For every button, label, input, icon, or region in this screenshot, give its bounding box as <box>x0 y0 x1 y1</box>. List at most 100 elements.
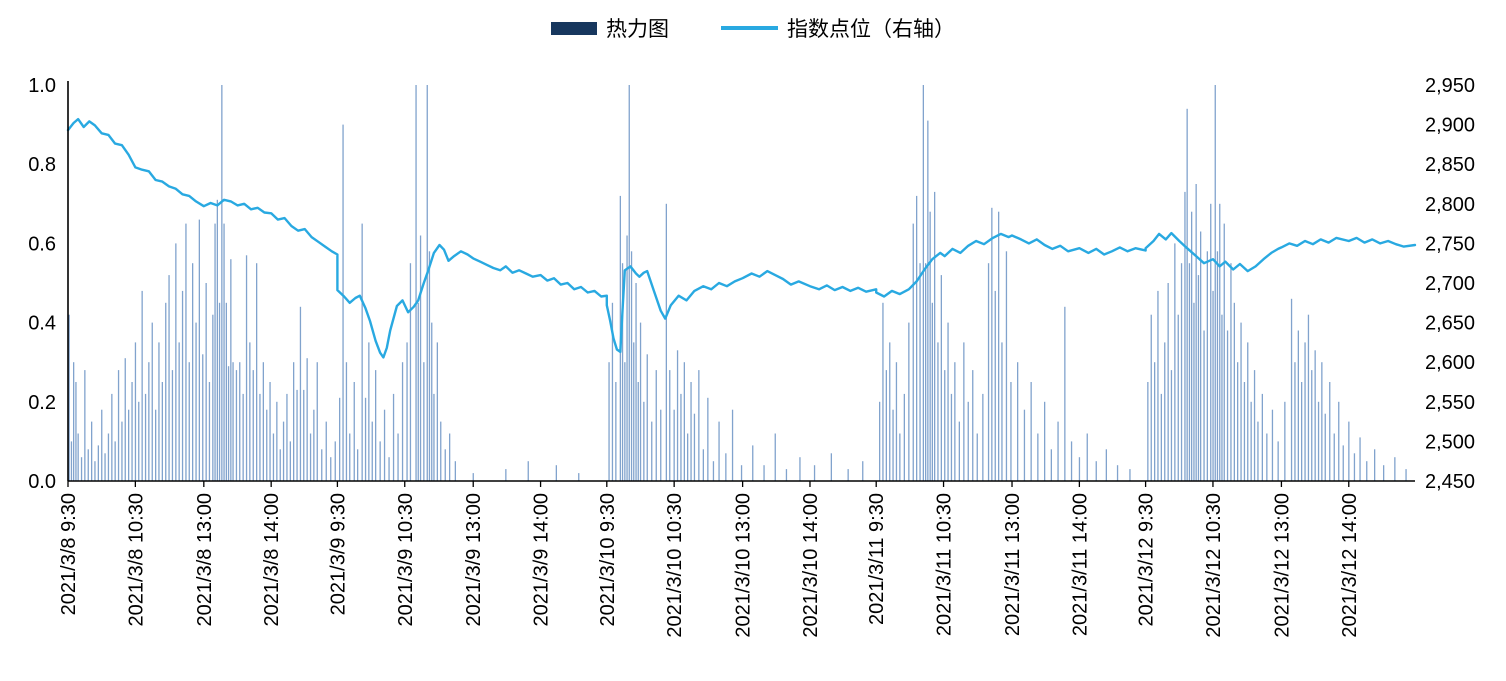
heatmap-bar <box>415 85 417 481</box>
heatmap-bar <box>1044 401 1046 481</box>
heatmap-bar <box>1206 251 1208 481</box>
heatmap-bar <box>325 421 327 481</box>
heatmap-bar <box>1277 441 1279 481</box>
heatmap-bar <box>903 393 905 481</box>
heatmap-bar <box>80 457 83 481</box>
heatmap-bar <box>1210 203 1212 482</box>
legend-bar-label: 热力图 <box>606 18 669 41</box>
y-right-tick-label: 2,650 <box>1425 313 1475 335</box>
y-right-tick-label: 2,700 <box>1425 273 1475 295</box>
heatmap-bar <box>950 393 953 481</box>
heatmap-bar <box>383 409 386 481</box>
heatmap-bar <box>1005 251 1008 481</box>
heatmap-bar <box>1157 290 1159 481</box>
heatmap-bar <box>114 441 116 481</box>
heatmap-bar <box>1212 290 1214 481</box>
heatmap-bar <box>1174 243 1176 481</box>
heatmap-bar <box>440 421 442 481</box>
heatmap-bar <box>419 235 422 481</box>
heatmap-bar <box>925 263 927 481</box>
heatmap-bar <box>785 469 788 481</box>
heatmap-bar <box>1333 433 1335 481</box>
heatmap-bar <box>916 195 918 481</box>
heatmap-bar <box>1203 330 1205 481</box>
x-axis-tick-label: 2021/3/10 10:30 <box>664 493 686 638</box>
heatmap-bar <box>899 433 901 481</box>
heatmap-bar <box>124 358 126 481</box>
heatmap-bar <box>991 207 993 482</box>
x-axis-tick-label: 2021/3/12 13:00 <box>1271 493 1293 638</box>
heatmap-bar <box>555 465 557 481</box>
heatmap-bar <box>181 290 184 481</box>
heatmap-bar <box>994 290 996 481</box>
heatmap-bar <box>349 433 351 481</box>
heatmap-bar <box>1195 184 1197 481</box>
heatmap-bar <box>68 314 70 481</box>
y-left-tick-label: 1.0 <box>28 75 56 97</box>
y-right-tick-label: 2,800 <box>1425 194 1475 216</box>
heatmap-bar <box>214 223 216 481</box>
heatmap-bar <box>1170 370 1173 481</box>
heatmap-bar <box>269 382 271 481</box>
x-axis-tick-label: 2021/3/12 14:00 <box>1339 493 1361 638</box>
heatmap-bar <box>444 449 446 481</box>
heatmap-bar <box>1105 449 1107 481</box>
heatmap-bar <box>1070 441 1073 481</box>
heatmap-bar <box>168 275 170 481</box>
heatmap-bar <box>227 366 230 481</box>
heatmap-bar <box>1147 382 1149 481</box>
heatmap-bar <box>1271 409 1274 481</box>
heatmap-bar <box>192 263 194 481</box>
heatmap-bar <box>205 283 207 481</box>
heatmap-bar <box>397 433 399 481</box>
heatmap-bar <box>944 370 946 481</box>
y-right-tick-label: 2,750 <box>1425 233 1475 255</box>
heatmap-bar <box>249 342 251 481</box>
heatmap-bar <box>357 449 359 481</box>
x-axis-tick-label: 2021/3/11 9:30 <box>866 493 888 625</box>
heatmap-bar <box>1064 306 1066 481</box>
heatmap-bar <box>687 433 689 481</box>
heatmap-bar <box>527 461 529 481</box>
heatmap-bar <box>282 421 285 481</box>
y-right-tick-label: 2,950 <box>1425 75 1475 97</box>
heatmap-bar <box>70 441 73 481</box>
heatmap-bar <box>655 370 657 481</box>
heatmap-bar <box>375 370 377 481</box>
heatmap-bar <box>1078 457 1081 481</box>
heatmap-bar <box>1261 393 1263 481</box>
heatmap-bar <box>937 342 939 481</box>
heatmap-bar <box>683 362 685 481</box>
heatmap-bar <box>144 393 147 481</box>
heatmap-bar <box>1311 370 1313 481</box>
legend-line-label: 指数点位（右轴） <box>787 18 955 41</box>
x-axis-tick-label: 2021/3/9 9:30 <box>327 493 349 615</box>
heatmap-bar <box>107 433 110 481</box>
heatmap-bar <box>578 473 580 481</box>
heatmap-bar <box>87 449 89 481</box>
x-axis-tick-label: 2021/3/12 9:30 <box>1136 493 1158 626</box>
heatmap-bar <box>148 362 150 481</box>
heatmap-bar <box>752 445 754 481</box>
heatmap-bar <box>740 465 743 481</box>
heatmap-bar <box>690 382 692 481</box>
heatmap-bar <box>669 370 671 481</box>
legend-line-swatch-icon <box>721 26 778 30</box>
heatmap-bar <box>940 275 942 481</box>
heatmap-bar <box>1237 362 1239 481</box>
legend-bar-swatch-icon <box>551 21 597 35</box>
heatmap-bar <box>1405 469 1407 481</box>
heatmap-bar <box>1180 263 1183 481</box>
heatmap-bar <box>982 393 984 481</box>
heatmap-bar <box>1321 362 1323 481</box>
heatmap-bar <box>1191 211 1193 481</box>
heatmap-bar <box>151 322 153 481</box>
heatmap-bar <box>342 124 344 481</box>
heatmap-bar <box>334 441 336 481</box>
heatmap-bar <box>239 362 241 481</box>
heatmap-bar <box>423 362 425 481</box>
y-right-tick-label: 2,850 <box>1425 154 1475 176</box>
heatmap-bar <box>1160 393 1162 481</box>
heatmap-bar <box>1297 330 1299 481</box>
heatmap-bar <box>987 263 990 481</box>
